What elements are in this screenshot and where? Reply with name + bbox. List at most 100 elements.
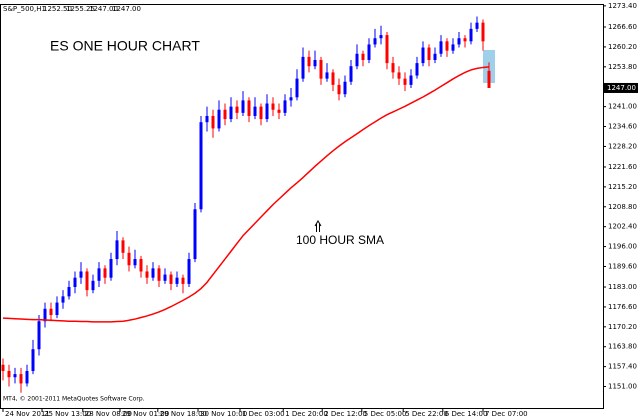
candle-body bbox=[325, 72, 329, 79]
y-tick-label: 1196.00 bbox=[608, 243, 637, 251]
candle-body bbox=[343, 81, 347, 95]
candle-body bbox=[211, 115, 215, 129]
candle-body bbox=[205, 115, 209, 123]
candle-body bbox=[43, 308, 47, 322]
y-tick-label: 1208.80 bbox=[608, 203, 637, 211]
candle-body bbox=[151, 268, 155, 278]
header-value: 1247.00 bbox=[112, 5, 141, 13]
candle-body bbox=[55, 302, 59, 316]
last-price-label: 1247.00 bbox=[607, 84, 636, 92]
candle-body bbox=[295, 78, 299, 98]
candle-body bbox=[229, 106, 233, 120]
x-tick-label: 5 Dec 05:00 bbox=[364, 410, 407, 418]
candle-body bbox=[235, 106, 239, 113]
x-tick-label: 24 Nov 2011 bbox=[5, 410, 50, 418]
candle-body bbox=[307, 56, 311, 67]
candle-body bbox=[157, 268, 161, 281]
candle-body bbox=[115, 240, 119, 260]
candle-body bbox=[187, 259, 191, 284]
candle-body bbox=[85, 271, 89, 291]
sma-line bbox=[2, 66, 490, 323]
candle-body bbox=[223, 109, 227, 120]
y-tick-label: 1151.00 bbox=[608, 383, 637, 391]
candle-body bbox=[415, 63, 419, 76]
y-tick-label: 1189.60 bbox=[608, 262, 637, 270]
x-tick-label: 25 Nov 13:00 bbox=[44, 410, 91, 418]
candle-body bbox=[451, 44, 455, 51]
candle-body bbox=[475, 22, 479, 29]
y-tick-label: 1253.80 bbox=[608, 63, 637, 71]
candle-body bbox=[433, 53, 437, 60]
candle-body bbox=[265, 103, 269, 120]
candle-body bbox=[61, 296, 65, 303]
x-tick-label: 1 Dec 20:00 bbox=[285, 410, 328, 418]
candle-body bbox=[319, 59, 323, 79]
candle-body bbox=[37, 321, 41, 350]
candle-body bbox=[109, 259, 113, 278]
candle-body bbox=[247, 100, 251, 116]
candle-body bbox=[337, 84, 341, 95]
x-tick-label: 6 Dec 14:00 bbox=[445, 410, 488, 418]
x-tick-label: 30 Nov 10:00 bbox=[200, 410, 247, 418]
candle-body bbox=[259, 106, 263, 120]
y-tick-label: 1183.00 bbox=[608, 283, 637, 291]
candle-body bbox=[1, 364, 5, 371]
candle-body bbox=[277, 109, 281, 113]
candle-body bbox=[97, 268, 101, 281]
y-tick-label: 1273.40 bbox=[608, 2, 637, 10]
candle-body bbox=[313, 59, 317, 67]
candle-body bbox=[283, 100, 287, 113]
candle-body bbox=[145, 271, 149, 278]
y-tick-label: 1157.40 bbox=[608, 363, 637, 371]
y-tick-label: 1260.20 bbox=[608, 43, 637, 51]
candle-body bbox=[397, 72, 401, 79]
candle-body bbox=[481, 22, 485, 42]
x-tick-label: 28 Nov 08:00 bbox=[85, 410, 132, 418]
y-tick-label: 1170.20 bbox=[608, 323, 637, 331]
sma-annotation: 100 HOUR SMA bbox=[296, 233, 384, 247]
x-tick-label: 2 Dec 12:00 bbox=[324, 410, 367, 418]
candle-body bbox=[199, 122, 203, 210]
candle-body bbox=[253, 106, 257, 116]
header-value: 1255.25 bbox=[66, 5, 95, 13]
candle-body bbox=[409, 75, 413, 85]
copyright: MT4, © 2001-2011 MetaQuotes Software Cor… bbox=[3, 396, 145, 403]
chart-title: ES ONE HOUR CHART bbox=[50, 38, 200, 54]
candle-body bbox=[25, 370, 29, 384]
y-tick-label: 1241.00 bbox=[608, 103, 637, 111]
candle-body bbox=[91, 280, 95, 291]
y-tick-label: 1228.20 bbox=[608, 142, 637, 150]
candle-body bbox=[139, 259, 143, 272]
candle-body bbox=[271, 103, 275, 110]
y-tick-label: 1215.20 bbox=[608, 183, 637, 191]
candle-body bbox=[445, 41, 449, 51]
candle-body bbox=[403, 78, 407, 85]
y-tick-label: 1266.60 bbox=[608, 23, 637, 31]
y-tick-label: 1221.60 bbox=[608, 163, 637, 171]
candle-body bbox=[385, 35, 389, 64]
header-value: 1252.50 bbox=[43, 5, 72, 13]
candle-body bbox=[193, 209, 197, 260]
candle-body bbox=[19, 374, 23, 384]
candle-body bbox=[373, 38, 377, 45]
candle-body bbox=[421, 47, 425, 64]
candle-body bbox=[169, 274, 173, 284]
candle-body bbox=[175, 277, 179, 284]
y-tick-label: 1163.80 bbox=[608, 343, 637, 351]
candle-body bbox=[7, 370, 11, 378]
header-value: 1247.00 bbox=[89, 5, 118, 13]
x-tick-label: 29 Nov 18:00 bbox=[160, 410, 207, 418]
candle-body bbox=[289, 97, 293, 101]
candle-body bbox=[79, 271, 83, 278]
candle-body bbox=[355, 53, 359, 67]
candle-body bbox=[391, 63, 395, 73]
candle-body bbox=[181, 277, 185, 284]
candle-body bbox=[31, 349, 35, 371]
candle-body bbox=[331, 72, 335, 85]
candle-body bbox=[463, 38, 467, 42]
x-tick-label: 1 Dec 03:00 bbox=[242, 410, 285, 418]
x-tick-label: 7 Dec 07:00 bbox=[485, 410, 528, 418]
symbol: S&P_500,H1 bbox=[3, 5, 46, 13]
candle-body bbox=[217, 109, 221, 129]
